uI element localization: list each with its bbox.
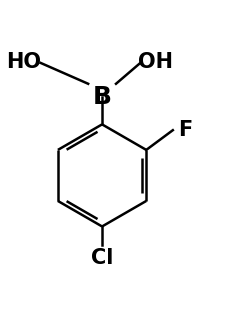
Text: B: B [92,85,111,109]
Text: OH: OH [137,52,172,72]
Text: HO: HO [6,52,40,72]
Text: Cl: Cl [91,248,113,268]
Text: F: F [178,120,192,140]
